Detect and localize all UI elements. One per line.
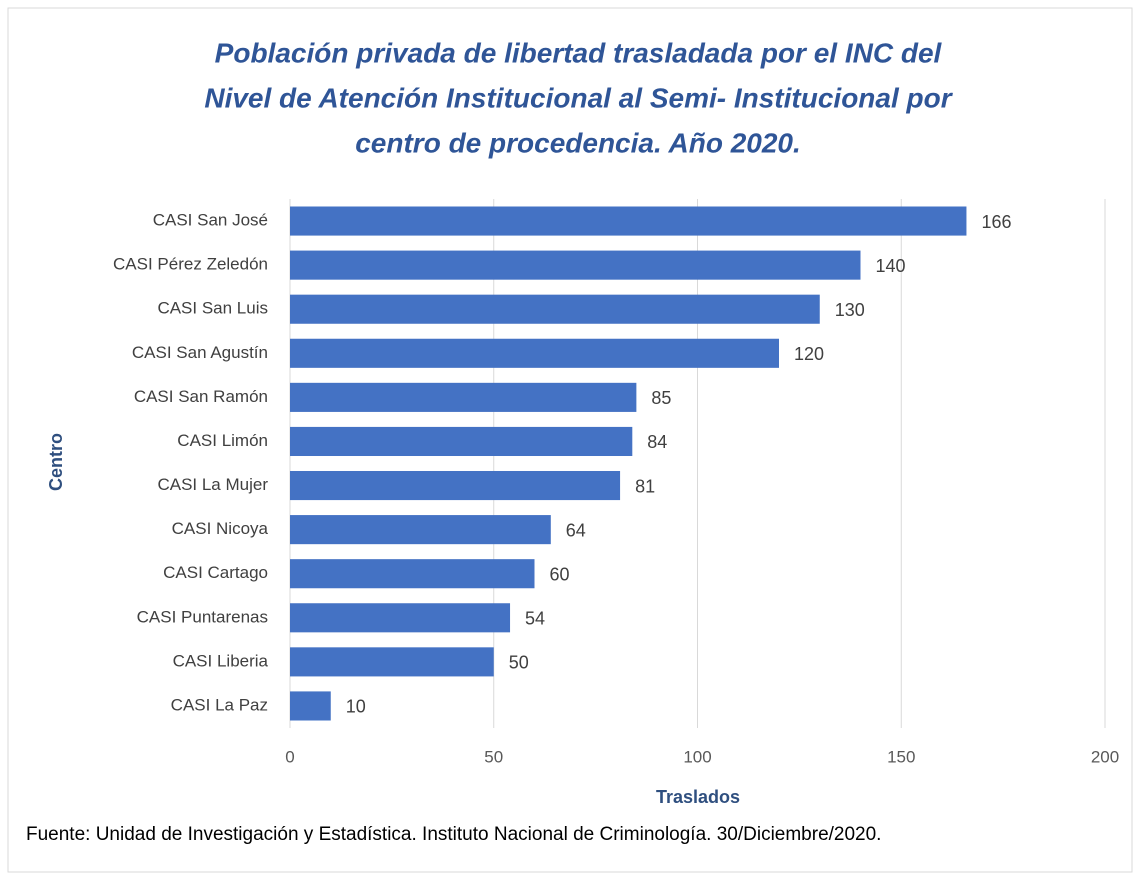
data-label: 50 (509, 653, 529, 673)
chart-title: Población privada de libertad trasladada… (215, 37, 943, 68)
data-label: 166 (981, 212, 1011, 232)
x-tick-label: 0 (285, 747, 294, 766)
data-label: 81 (635, 476, 655, 496)
y-tick-label: CASI La Paz (171, 695, 268, 714)
bar (290, 382, 637, 412)
data-label: 140 (876, 256, 906, 276)
bar (290, 338, 779, 368)
data-label: 60 (550, 564, 570, 584)
bar (290, 426, 633, 457)
y-tick-label: CASI San Ramón (134, 387, 268, 406)
bar (290, 470, 621, 501)
x-tick-label: 100 (683, 747, 711, 766)
data-label: 85 (651, 388, 671, 408)
data-label: 54 (525, 609, 545, 629)
bar (290, 294, 820, 324)
y-tick-label: CASI San Luis (157, 299, 268, 318)
bar (290, 206, 967, 236)
chart-title: centro de procedencia. Año 2020. (355, 127, 801, 158)
bar (290, 647, 494, 677)
bar (290, 515, 551, 545)
data-label: 10 (346, 697, 366, 717)
bar (290, 603, 511, 633)
x-tick-label: 200 (1091, 747, 1119, 766)
y-tick-label: CASI Cartago (163, 563, 268, 582)
y-axis-label: Centro (46, 433, 66, 491)
source-note: Fuente: Unidad de Investigación y Estadí… (26, 824, 881, 845)
y-tick-label: CASI Puntarenas (137, 607, 268, 626)
x-axis-label: Traslados (656, 787, 740, 807)
data-label: 130 (835, 300, 865, 320)
bar (290, 559, 535, 589)
x-tick-label: 50 (484, 747, 503, 766)
data-label: 84 (647, 432, 667, 452)
y-tick-label: CASI Liberia (173, 651, 269, 670)
y-tick-label: CASI Pérez Zeledón (113, 255, 268, 274)
x-tick-label: 150 (887, 747, 915, 766)
chart-title: Nivel de Atención Institucional al Semi-… (204, 82, 953, 113)
y-tick-label: CASI Limón (177, 431, 268, 450)
bar (290, 250, 861, 280)
data-label: 64 (566, 520, 586, 540)
y-tick-label: CASI San José (153, 211, 268, 230)
y-tick-label: CASI Nicoya (172, 519, 269, 538)
bar (290, 691, 331, 721)
data-label: 120 (794, 344, 824, 364)
y-tick-label: CASI San Agustín (132, 343, 268, 362)
y-tick-label: CASI La Mujer (157, 475, 268, 494)
